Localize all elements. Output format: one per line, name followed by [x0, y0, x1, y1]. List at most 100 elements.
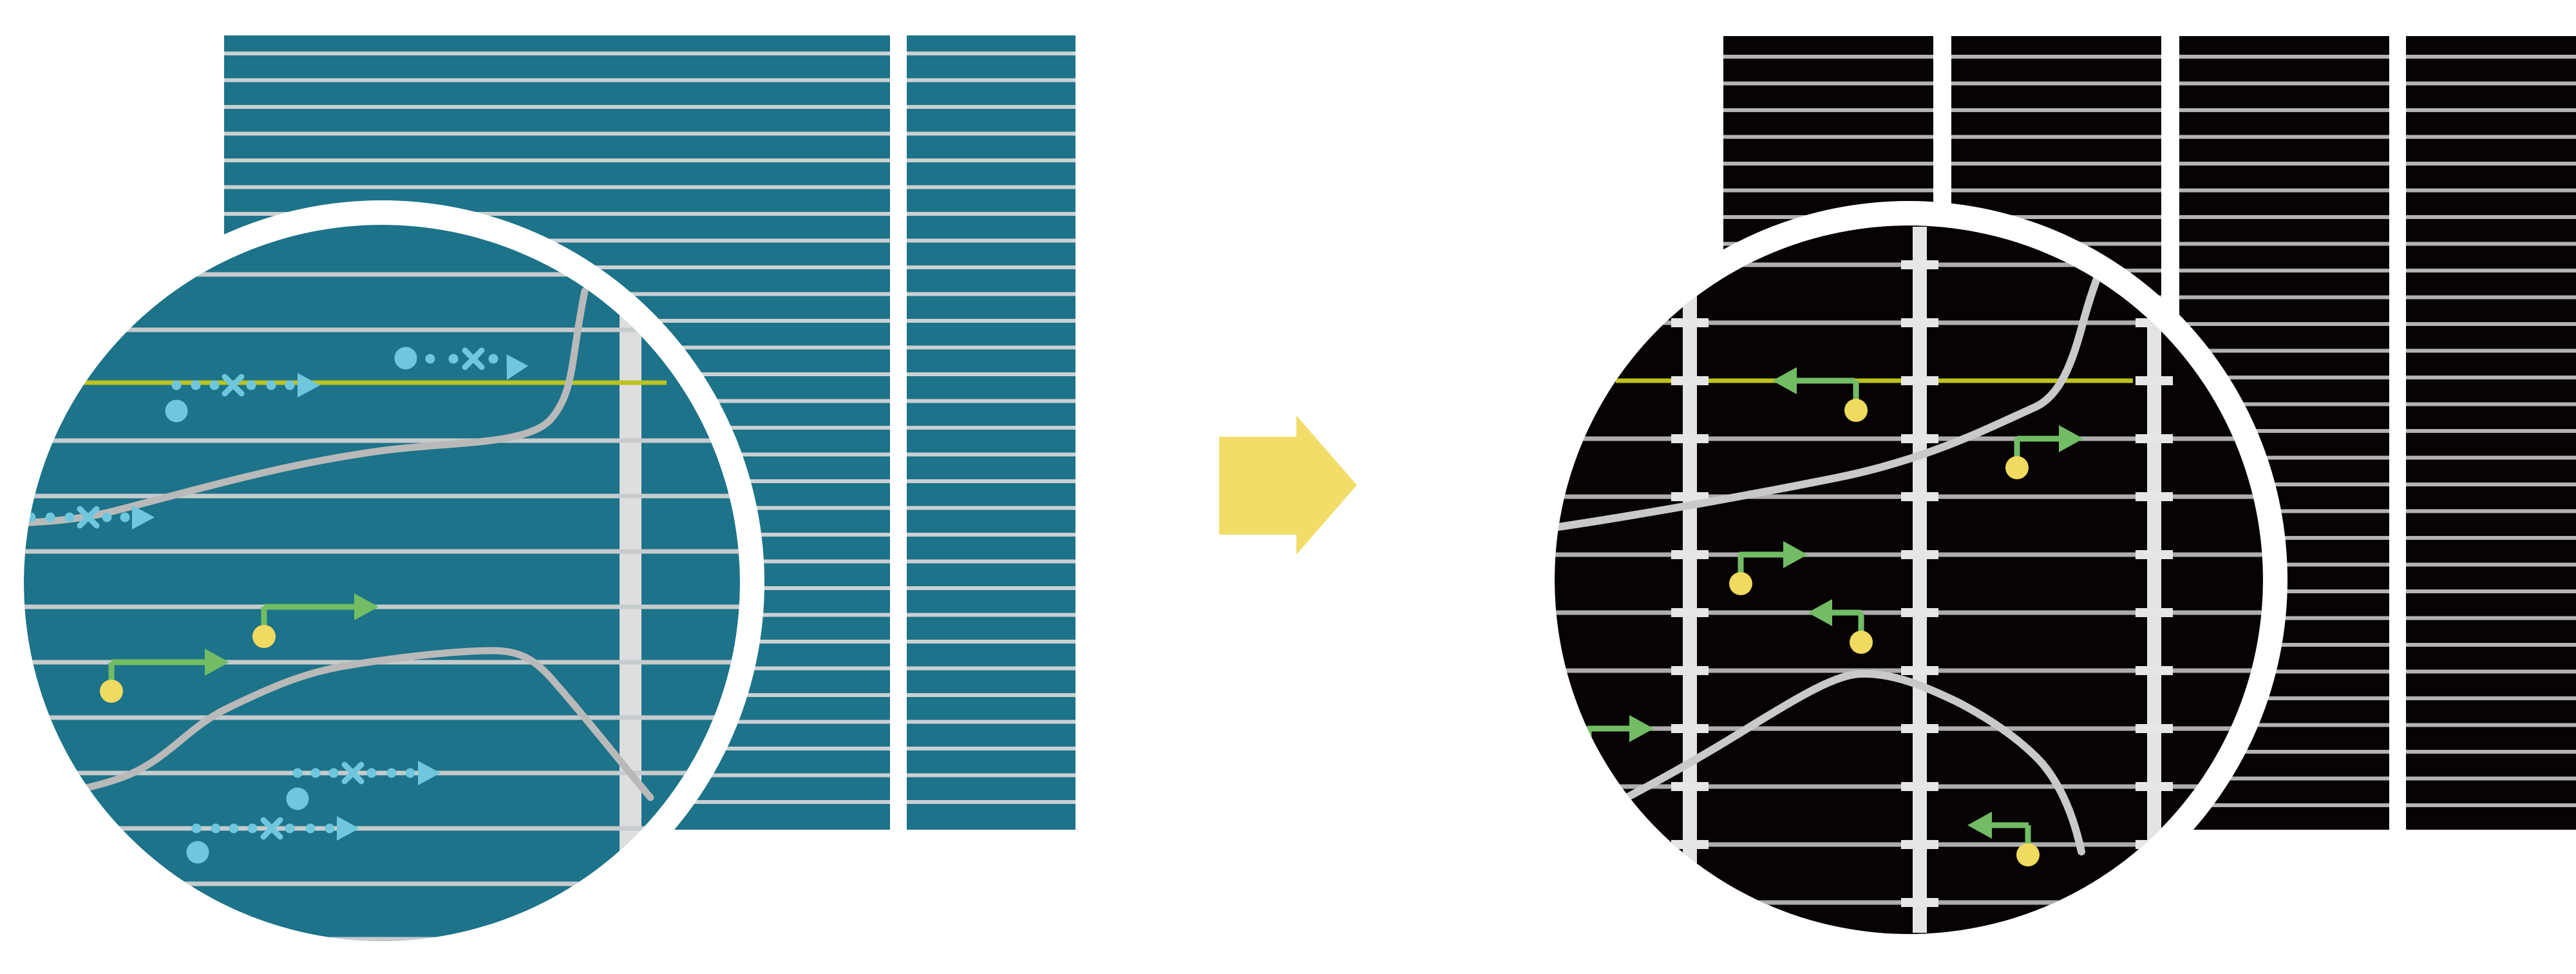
green-arrowhead-icon: [1783, 541, 1808, 568]
busbar-solder-pad: [1901, 840, 1938, 849]
left-magnifier-inset: [0, 200, 764, 966]
grain-boundary-line: [1606, 669, 2085, 855]
carrier-circle: [2016, 843, 2040, 866]
busbar-solder-pad: [1671, 376, 1709, 385]
carrier-circle: [2005, 456, 2029, 479]
electron-dot: [165, 399, 188, 423]
grain-boundary-line: [1555, 253, 2110, 531]
busbar-solder-pad: [2136, 724, 2173, 733]
path-dot: [386, 768, 397, 778]
electron-dot: [186, 841, 209, 864]
busbar: [2147, 227, 2161, 933]
blue-arrowhead-icon: [132, 505, 155, 530]
busbar-solder-pad: [2136, 782, 2173, 791]
left-magnifier-inset-content: [24, 225, 740, 941]
path-dot: [246, 380, 256, 390]
grain-boundary-line: [24, 647, 654, 804]
defect-x-mark: [222, 374, 245, 397]
busbar-solder-pad: [1671, 318, 1709, 327]
path-dot: [425, 354, 435, 364]
busbar-solder-pad: [1901, 898, 1938, 907]
defect-x-mark: [260, 817, 283, 840]
collected-carrier-arrow: [100, 649, 229, 703]
carrier-circle: [1850, 631, 1873, 654]
right-magnifier-inset: [1530, 201, 2287, 959]
busbar-solder-pad: [1901, 260, 1938, 269]
green-arrowhead-icon: [1808, 599, 1832, 626]
busbar-solder-pad: [1901, 376, 1938, 385]
busbar-solder-pad: [1901, 666, 1938, 675]
path-dot: [448, 354, 459, 364]
busbar: [620, 225, 641, 941]
green-arrowhead-icon: [1629, 715, 1654, 742]
path-dot: [488, 354, 498, 364]
busbar: [1683, 227, 1697, 933]
electron-dot: [286, 787, 309, 810]
collected-carrier-arrow: [1967, 812, 2040, 866]
carrier-circle: [1844, 399, 1868, 422]
path-dot: [191, 823, 202, 834]
defect-x-mark: [341, 761, 365, 785]
busbar-solder-pad: [2136, 608, 2173, 617]
collected-carrier-arrow: [1808, 599, 1873, 654]
path-dot: [64, 512, 75, 522]
electron-path-arrow: [286, 761, 440, 810]
transformation-arrow-icon: [1219, 415, 1357, 555]
electron-path-arrow: [165, 373, 320, 423]
electron-dot: [394, 347, 417, 370]
green-arrowhead-icon: [1967, 812, 1992, 839]
path-dot: [285, 380, 295, 390]
blue-arrowhead-icon: [337, 816, 359, 841]
busbar-solder-pad: [1671, 666, 1709, 675]
left-cell-panel-wafer-column: [907, 35, 1075, 830]
green-arrowhead-icon: [205, 649, 229, 676]
path-dot: [45, 512, 55, 522]
electron-path-arrow: [26, 505, 155, 530]
busbar-solder-pad: [2136, 550, 2173, 559]
defect-x-mark: [77, 506, 100, 529]
right-magnifier-inset-content: [1555, 225, 2263, 934]
collected-carrier-arrow: [252, 593, 379, 648]
collected-carrier-arrow: [1772, 367, 1868, 422]
path-dot: [102, 512, 112, 522]
busbar-solder-pad: [1671, 492, 1709, 501]
path-dot: [171, 380, 182, 390]
busbar-solder-pad: [1671, 550, 1709, 559]
collected-carrier-arrow: [1729, 541, 1808, 595]
busbar-solder-pad: [1901, 434, 1938, 443]
path-dot: [285, 823, 295, 834]
collected-carrier-arrow: [2005, 425, 2083, 479]
busbar-solder-pad: [1671, 724, 1709, 733]
defect-x-mark: [462, 347, 485, 370]
path-dot: [211, 823, 221, 834]
path-dot: [120, 512, 130, 522]
path-dot: [405, 768, 415, 778]
electron-path-arrow: [186, 816, 359, 864]
path-dot: [191, 380, 201, 390]
electron-path-arrow: [394, 347, 529, 380]
busbar-solder-pad: [1901, 318, 1938, 327]
path-dot: [366, 768, 377, 778]
busbar-solder-pad: [2136, 666, 2173, 675]
carrier-circle: [1729, 572, 1752, 595]
busbar-solder-pad: [1901, 724, 1938, 733]
grain-boundary-line: [24, 287, 589, 527]
path-dot: [325, 823, 335, 834]
blue-arrowhead-icon: [418, 761, 440, 785]
busbar-solder-pad: [1671, 782, 1709, 791]
busbar-solder-pad: [1671, 434, 1709, 443]
green-arrowhead-icon: [354, 593, 379, 620]
blue-arrowhead-icon: [506, 354, 529, 380]
busbar-solder-pad: [1901, 782, 1938, 791]
path-dot: [310, 768, 321, 778]
busbar-solder-pad: [1901, 492, 1938, 501]
busbar-solder-pad: [2136, 434, 2173, 443]
path-dot: [247, 823, 258, 834]
busbar-solder-pad: [2136, 492, 2173, 501]
busbar-solder-pad: [1901, 550, 1938, 559]
path-dot: [292, 768, 303, 778]
busbar-solder-pad: [1671, 840, 1709, 849]
path-dot: [266, 380, 276, 390]
